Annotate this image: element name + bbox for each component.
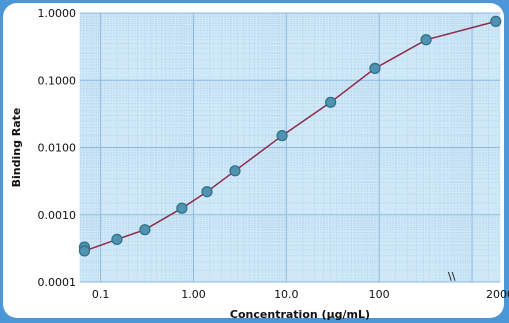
grid xyxy=(79,12,501,283)
y-tick-label: 0.0100 xyxy=(38,142,77,155)
y-axis-ticks: 0.0001 0.0010 0.0100 0.1000 1.0000 xyxy=(38,7,77,289)
x-tick-label: 0.1 xyxy=(92,288,110,301)
data-point xyxy=(325,96,337,108)
y-tick-label: 1.0000 xyxy=(38,7,77,20)
data-point xyxy=(176,202,188,214)
data-point xyxy=(111,233,123,245)
y-tick-label: 0.1000 xyxy=(38,74,77,87)
y-tick-label: 0.0010 xyxy=(38,209,77,222)
axis-break-mark: \\ xyxy=(448,270,456,283)
data-point xyxy=(229,165,241,177)
y-tick-label: 0.0001 xyxy=(38,276,77,289)
data-point xyxy=(276,130,288,142)
x-tick-label: 10.0 xyxy=(274,288,299,301)
data-point xyxy=(369,62,381,75)
x-tick-label: 100 xyxy=(369,288,390,301)
y-axis-label: Binding Rate xyxy=(10,108,23,188)
data-point xyxy=(490,15,502,28)
x-axis-label: Concentration (µg/mL) xyxy=(230,308,370,321)
data-point xyxy=(201,186,213,198)
data-point xyxy=(139,224,151,236)
data-point xyxy=(420,34,432,46)
data-point xyxy=(78,245,91,257)
x-tick-label: 1.00 xyxy=(181,288,206,301)
data-points xyxy=(78,15,502,257)
